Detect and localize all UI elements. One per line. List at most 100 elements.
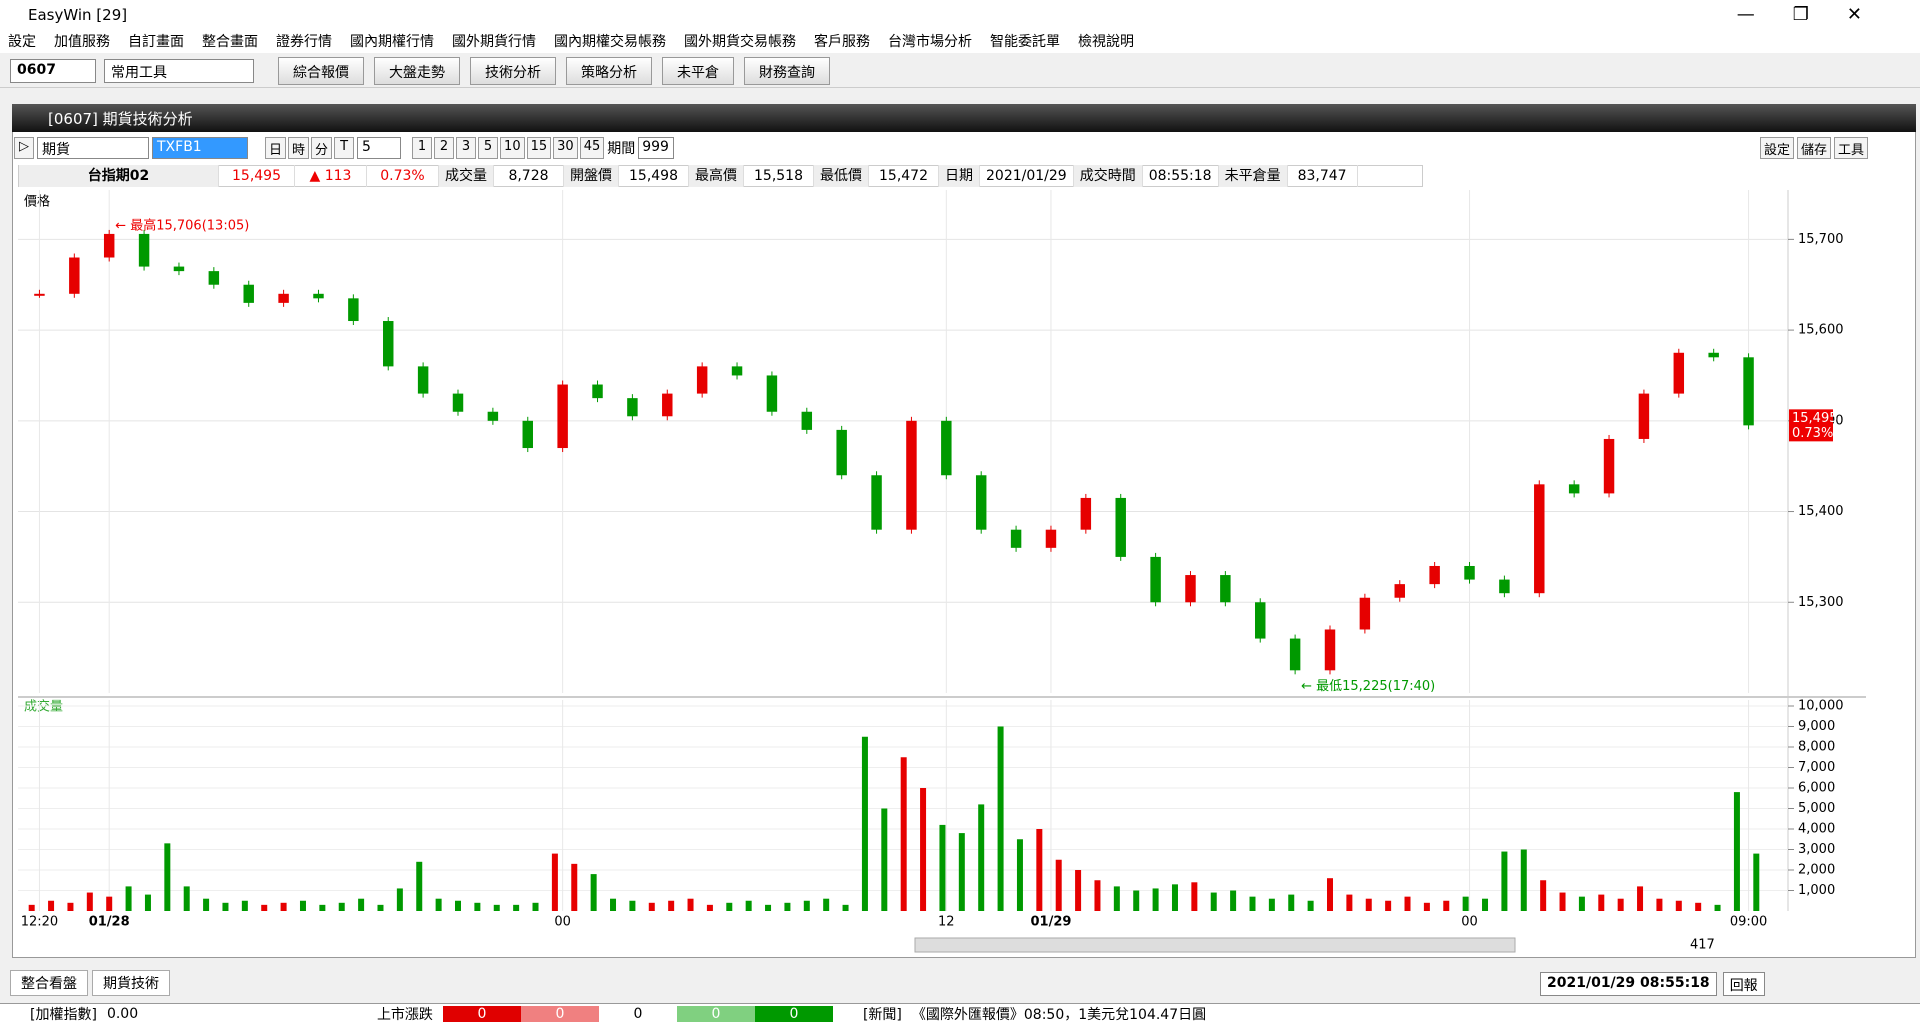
play[interactable]: ▷ xyxy=(14,137,34,159)
volume-bar xyxy=(881,808,888,911)
toolbar-button[interactable]: 綜合報價 xyxy=(278,56,364,85)
period-button[interactable]: T xyxy=(334,137,355,159)
x-tick-label: 12:20 xyxy=(21,915,58,930)
menu-item[interactable]: 客戶服務 xyxy=(814,34,870,50)
volume-bar xyxy=(1520,849,1527,911)
tools-box[interactable]: 常用工具 xyxy=(104,58,254,83)
candle xyxy=(1708,352,1719,358)
breadth-cell: 0 xyxy=(442,1006,521,1022)
code-box[interactable]: 0607 xyxy=(10,58,96,83)
volume-bar xyxy=(1540,880,1547,911)
field-label: 成交量 xyxy=(439,165,494,187)
price-label: 價格 xyxy=(24,194,50,210)
menu-item[interactable]: 國內期權行情 xyxy=(350,34,434,50)
minute-button[interactable]: 1 xyxy=(412,137,433,159)
minute-button[interactable]: 45 xyxy=(579,137,605,159)
report-button[interactable]: 回報 xyxy=(1722,972,1765,996)
action-button[interactable]: 儲存 xyxy=(1796,137,1831,159)
volume-bar xyxy=(338,902,345,911)
y-tick-label: 9,000 xyxy=(1798,719,1835,734)
candle xyxy=(383,321,394,367)
toolbar-button[interactable]: 財務查詢 xyxy=(744,56,830,85)
candle xyxy=(1080,497,1092,530)
menu-item[interactable]: 加值服務 xyxy=(54,34,110,50)
period-button[interactable]: 日 xyxy=(265,137,287,159)
volume-bar xyxy=(416,861,423,911)
menu-item[interactable]: 自訂畫面 xyxy=(128,34,184,50)
toolbar-button[interactable]: 大盤走勢 xyxy=(374,56,460,85)
toolbar-button[interactable]: 技術分析 xyxy=(470,56,556,85)
candle xyxy=(173,266,185,272)
tab[interactable]: 整合看盤 xyxy=(10,970,88,996)
scrollbar[interactable] xyxy=(914,937,1516,953)
volume-bar xyxy=(687,898,694,911)
volume-bar xyxy=(1016,839,1023,911)
index-value: 0.00 xyxy=(106,1006,139,1022)
candle xyxy=(243,284,254,303)
candle xyxy=(1045,529,1057,548)
tabs: 整合看盤 期貨技術 xyxy=(10,970,170,996)
range-box[interactable]: 999 xyxy=(638,137,675,159)
menu-item[interactable]: 國外期貨行情 xyxy=(452,34,536,50)
volume-bar xyxy=(1559,892,1566,911)
volume-bar xyxy=(610,898,617,911)
volume-bar xyxy=(86,892,93,911)
volume-bar xyxy=(978,804,985,911)
menu-bar: 設定 加值服務 自訂畫面 整合畫面 證券行情 國內期權行情 國外期貨行情 國內期權交易帳務 國外… xyxy=(0,29,1920,53)
menu-item[interactable]: 智能委託單 xyxy=(990,34,1060,50)
field-value: 8,728 xyxy=(494,165,564,187)
minute-button[interactable]: 2 xyxy=(434,137,455,159)
volume-bar xyxy=(28,904,35,911)
candle xyxy=(208,271,220,285)
volume-bar xyxy=(48,900,55,911)
interval-box[interactable]: 5 xyxy=(357,137,402,159)
volume-bar xyxy=(1327,878,1333,911)
candle xyxy=(1568,484,1580,494)
field-label: 最高價 xyxy=(689,165,744,187)
volume-bar xyxy=(765,904,772,911)
minute-button[interactable]: 3 xyxy=(456,137,477,159)
toolbar-button[interactable]: 策略分析 xyxy=(566,56,652,85)
period-button[interactable]: 時 xyxy=(288,137,310,159)
menu-item[interactable]: 證券行情 xyxy=(276,34,332,50)
market-box[interactable]: 期貨 xyxy=(37,137,149,159)
volume-bar xyxy=(183,886,190,911)
volume-bar xyxy=(1036,829,1043,911)
breadth-cell: 0 xyxy=(676,1006,755,1022)
symbol-box[interactable]: TXFB1 xyxy=(152,137,248,159)
candle xyxy=(1220,575,1231,603)
field-label: 成交時間 xyxy=(1073,165,1143,187)
minute-button[interactable]: 10 xyxy=(500,137,525,159)
candle xyxy=(1359,597,1371,630)
field-value: 15,518 xyxy=(744,165,814,187)
action-button[interactable]: 工具 xyxy=(1833,137,1868,159)
action-button[interactable]: 設定 xyxy=(1759,137,1794,159)
menu-item[interactable]: 國內期權交易帳務 xyxy=(554,34,666,50)
field-value: 15,472 xyxy=(869,165,939,187)
candle xyxy=(766,375,778,412)
window-controls[interactable]: —❐✕ xyxy=(1736,4,1900,25)
volume-bar xyxy=(1365,898,1372,911)
clock-area: 2021/01/29 08:55:18 回報 xyxy=(1540,972,1765,996)
menu-item[interactable]: 設定 xyxy=(8,34,36,50)
volume-bar xyxy=(1753,853,1760,911)
candle xyxy=(662,393,673,417)
volume-bar xyxy=(1249,896,1256,911)
menu-item[interactable]: 台灣市場分析 xyxy=(888,34,972,50)
panel-title-bar: [0607] 期貨技術分析 xyxy=(12,104,1916,132)
minute-button[interactable]: 15 xyxy=(526,137,552,159)
minutes: 1 2 3 5 10 15 30 45 xyxy=(412,137,605,159)
candle xyxy=(1289,638,1301,671)
menu-item[interactable]: 檢視說明 xyxy=(1078,34,1134,50)
period-button[interactable]: 分 xyxy=(311,137,333,159)
field-label: 日期 xyxy=(939,165,980,187)
minute-button[interactable]: 30 xyxy=(553,137,578,159)
minute-button[interactable]: 5 xyxy=(478,137,499,159)
menu-item[interactable]: 整合畫面 xyxy=(202,34,258,50)
toolbar-button[interactable]: 未平倉 xyxy=(662,56,734,85)
menu-item[interactable]: 國外期貨交易帳務 xyxy=(684,34,796,50)
tab[interactable]: 期貨技術 xyxy=(92,970,170,996)
volume-bar xyxy=(1598,894,1605,911)
